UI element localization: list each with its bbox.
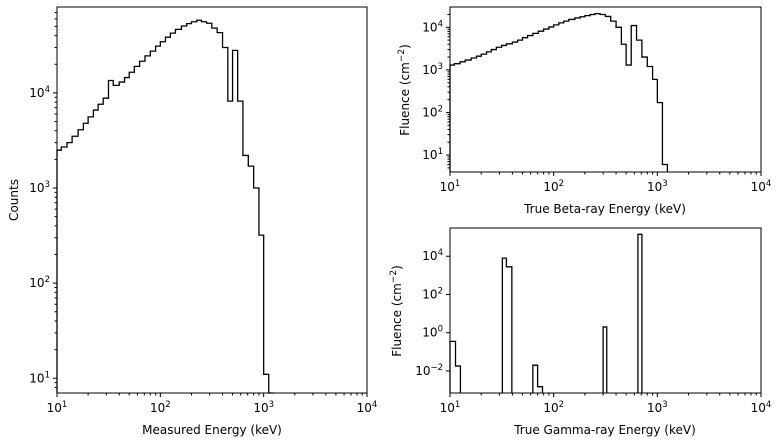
counts-y-tick-label: 103 xyxy=(29,180,50,195)
beta-y-tick-label: 104 xyxy=(422,19,443,34)
counts-x-tick-label: 101 xyxy=(47,400,68,415)
beta-plot-frame xyxy=(449,6,762,173)
gamma-x-tick-label: 101 xyxy=(440,400,461,415)
beta-y-tick-label: 103 xyxy=(422,62,443,77)
beta-y-tick-label: 102 xyxy=(422,104,443,119)
counts-x-axis-label: Measured Energy (keV) xyxy=(142,423,282,437)
counts-y-tick-label: 101 xyxy=(29,370,50,385)
beta-x-tick-label: 104 xyxy=(751,179,772,194)
counts-y-tick-label: 104 xyxy=(29,85,50,100)
gamma-histogram-segment-1 xyxy=(501,257,513,393)
beta-x-tick-label: 103 xyxy=(647,179,668,194)
counts-plot-frame xyxy=(56,6,368,394)
gamma-histogram-segment-2 xyxy=(532,364,544,393)
gamma-x-tick-label: 104 xyxy=(751,400,772,415)
counts-x-tick-label: 104 xyxy=(357,400,378,415)
beta-x-axis-label: True Beta-ray Energy (keV) xyxy=(523,202,686,216)
beta-x-tick-label: 101 xyxy=(440,179,461,194)
gamma-ticks: 101 102 103 104 10−2 100 102 104 xyxy=(415,248,771,415)
gamma-histogram-segment-3 xyxy=(602,326,608,393)
counts-y-tick-label: 102 xyxy=(29,275,50,290)
gamma-y-tick-label: 100 xyxy=(422,325,443,340)
gamma-x-axis-label: True Gamma-ray Energy (keV) xyxy=(513,423,696,437)
beta-panel: 101 102 103 104 101 102 103 104 True Beta-ray E… xyxy=(397,6,772,216)
counts-ticks: 101 102 103 104 101 102 103 104 xyxy=(29,12,378,415)
beta-y-tick-label: 101 xyxy=(422,147,443,162)
beta-histogram-line xyxy=(449,12,669,172)
gamma-y-axis-label: Fluence (cm−2) xyxy=(389,265,404,357)
beta-ticks: 101 102 103 104 101 102 103 104 xyxy=(422,13,772,194)
gamma-y-tick-label: 10−2 xyxy=(415,363,443,378)
counts-histogram-line xyxy=(56,19,274,394)
beta-step-histogram xyxy=(449,12,669,172)
beta-x-tick-label: 102 xyxy=(543,179,564,194)
counts-step-histogram xyxy=(56,19,274,394)
gamma-y-tick-label: 104 xyxy=(422,248,443,263)
gamma-histogram-segment-4 xyxy=(637,233,643,393)
gamma-panel: 101 102 103 104 10−2 100 102 104 True Gamma-ray… xyxy=(389,227,771,437)
counts-panel: 101 102 103 104 101 102 103 104 Measured Energy… xyxy=(7,6,378,437)
gamma-y-tick-label: 102 xyxy=(422,286,443,301)
gamma-x-tick-label: 102 xyxy=(543,400,564,415)
counts-x-tick-label: 102 xyxy=(150,400,171,415)
gamma-histogram-segment-0 xyxy=(449,340,462,393)
gamma-step-histogram xyxy=(449,233,643,393)
beta-y-axis-label: Fluence (cm−2) xyxy=(397,44,412,136)
gamma-plot-frame xyxy=(449,227,762,394)
counts-x-tick-label: 103 xyxy=(253,400,274,415)
gamma-x-tick-label: 103 xyxy=(647,400,668,415)
counts-y-axis-label: Counts xyxy=(7,179,21,221)
